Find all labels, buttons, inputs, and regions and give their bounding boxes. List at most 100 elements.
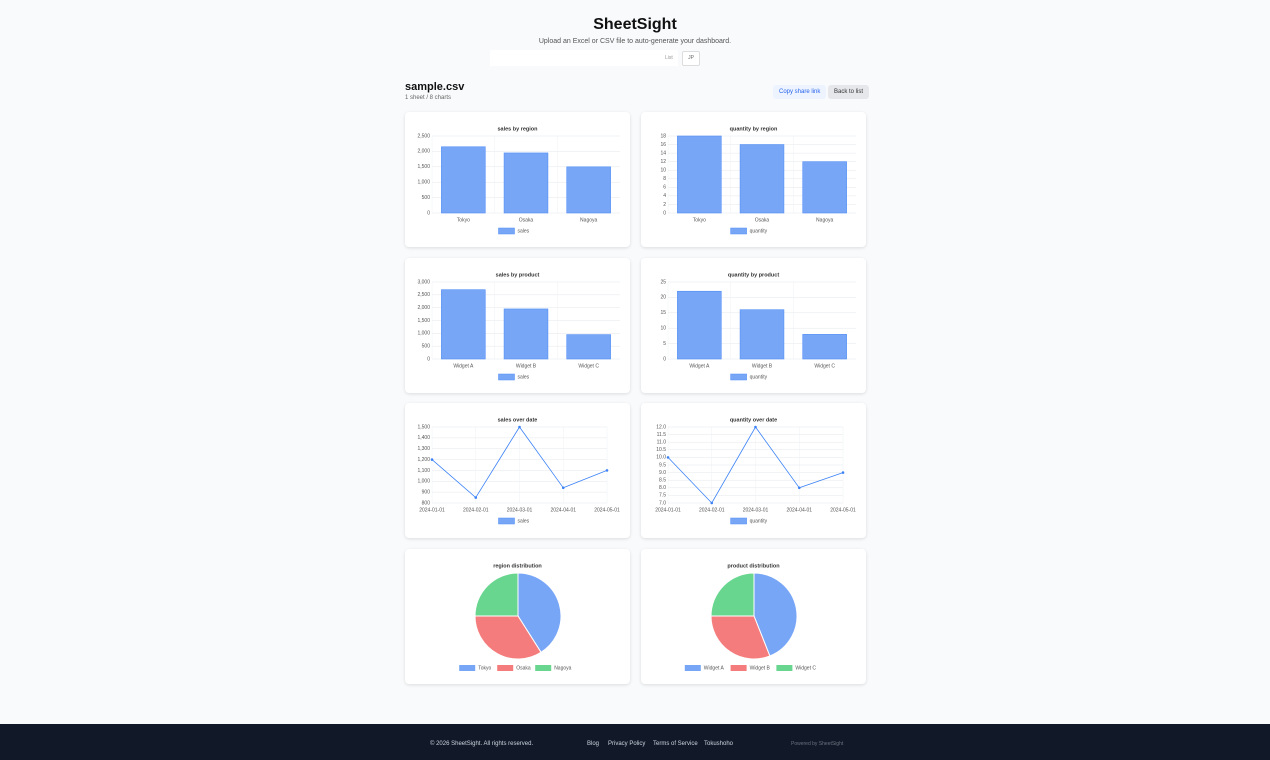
y-tick-label: 11.0 [657,440,667,446]
y-tick-label: 8 [663,176,666,182]
x-tick-label: 2024-03-01 [507,507,533,513]
y-tick-label: 12 [660,159,666,165]
point [474,496,478,499]
y-tick-label: 18 [660,133,666,139]
point [561,486,565,490]
footer: © 2026 SheetSight. All rights reserved. … [0,724,1270,760]
y-tick-label: 4 [663,193,666,199]
y-tick-label: 8.5 [659,478,666,484]
legend-label: sales [518,518,530,524]
y-tick-label: 1,000 [417,479,430,485]
x-tick-label: 2024-01-01 [419,507,445,513]
legend-label: Nagoya [554,665,571,671]
chart-title: region distribution [493,563,542,569]
legend-label: sales [518,228,530,234]
x-tick-label: Widget A [689,363,710,369]
powered-by: Powered by SheetSight [791,741,844,747]
pie-slice [474,615,542,660]
share-button[interactable]: Copy share link [773,85,827,99]
legend-swatch [498,227,515,235]
bar [677,135,722,214]
pie-slice [710,572,755,617]
point [518,425,521,429]
legend-swatch [684,665,701,671]
y-tick-label: 9.0 [659,470,666,476]
y-tick-label: 1,200 [417,457,430,463]
x-tick-label: Tokyo [457,217,470,223]
legend-swatch [730,517,747,525]
y-tick-label: 800 [422,500,431,506]
y-tick-label: 7.5 [659,493,666,499]
y-tick-label: 16 [660,142,666,148]
legend-label: Widget C [795,665,816,671]
y-tick-label: 2,500 [417,292,430,298]
y-tick-label: 1,300 [417,446,430,452]
bar [566,166,611,214]
bar [739,309,785,360]
legend-swatch [498,517,515,525]
legend-label: quantity [750,374,768,380]
chart-card: region distribution Tokyo Osaka Nagoya [405,549,630,684]
y-tick-label: 900 [422,489,431,495]
point [797,486,801,490]
footer-link[interactable]: Privacy Policy [608,741,646,747]
y-tick-label: 12.0 [656,424,666,430]
chart-title: quantity by product [728,272,780,278]
y-tick-label: 1,000 [417,180,430,186]
footer-link[interactable]: Blog [587,741,600,747]
file-meta: 1 sheet / 8 charts [405,95,452,101]
copyright: © 2026 SheetSight. All rights reserved. [430,741,534,747]
y-tick-label: 10.0 [656,455,666,461]
chart-card: quantity by product 0 5 10 15 20 25 Widget A Wid… [641,258,866,393]
chart-title: sales over date [498,417,538,423]
y-tick-label: 11.5 [657,432,667,438]
legend-swatch [459,665,476,671]
x-tick-label: Widget C [578,363,599,369]
point [430,458,434,461]
chart: product distribution Widget A Widget B Widg… [684,563,816,671]
x-tick-label: 2024-05-01 [830,507,856,513]
chart-title: sales by region [497,126,538,132]
bar [802,334,847,360]
legend-label: Widget B [750,665,771,671]
legend-label: quantity [750,518,768,524]
back-button[interactable]: Back to list [828,85,870,99]
chart-title: sales by product [496,272,540,278]
upload-bar[interactable] [490,50,678,66]
footer-link[interactable]: Terms of Service [653,741,698,747]
chart: sales by product 0 500 1,000 1,500 2,000 2,500… [417,272,620,380]
footer-link[interactable]: Tokushoho [704,741,734,747]
y-tick-label: 500 [422,195,431,201]
x-tick-label: 2024-02-01 [463,507,489,513]
lang-button[interactable]: JP [682,51,700,66]
chart-card: quantity over date 7.0 7.5 8.0 8.5 9.0 9.5 10.0… [641,403,866,538]
point [605,469,609,472]
y-tick-label: 1,000 [417,331,430,337]
legend-label: Tokyo [478,665,491,671]
chart-title: quantity by region [730,126,778,132]
bar [739,144,785,214]
x-tick-label: Osaka [519,217,534,223]
y-tick-label: 0 [663,356,666,362]
legend-swatch [535,665,552,671]
y-tick-label: 1,500 [417,424,430,430]
legend-swatch [497,665,514,671]
list-link[interactable]: List [665,55,673,61]
subtitle: Upload an Excel or CSV file to auto-gene… [538,38,732,45]
chart: sales over date 800 900 1,000 1,100 1,200 1,30… [417,417,620,525]
bar [441,146,486,214]
y-tick-label: 2 [663,202,666,208]
y-tick-label: 20 [660,295,666,301]
x-tick-label: Nagoya [816,217,833,223]
y-tick-label: 0 [427,210,430,216]
chart-card: quantity by region 0 2 4 6 8 10 12 14 16 18 Tokyo Os… [641,112,866,247]
x-tick-label: Widget C [814,363,835,369]
chart-title: quantity over date [730,417,777,423]
y-tick-label: 1,100 [417,468,430,474]
legend-swatch [730,373,747,381]
chart-title: product distribution [727,563,780,569]
x-tick-label: Widget B [516,363,537,369]
legend-label: sales [518,374,530,380]
x-tick-label: 2024-04-01 [786,507,812,513]
